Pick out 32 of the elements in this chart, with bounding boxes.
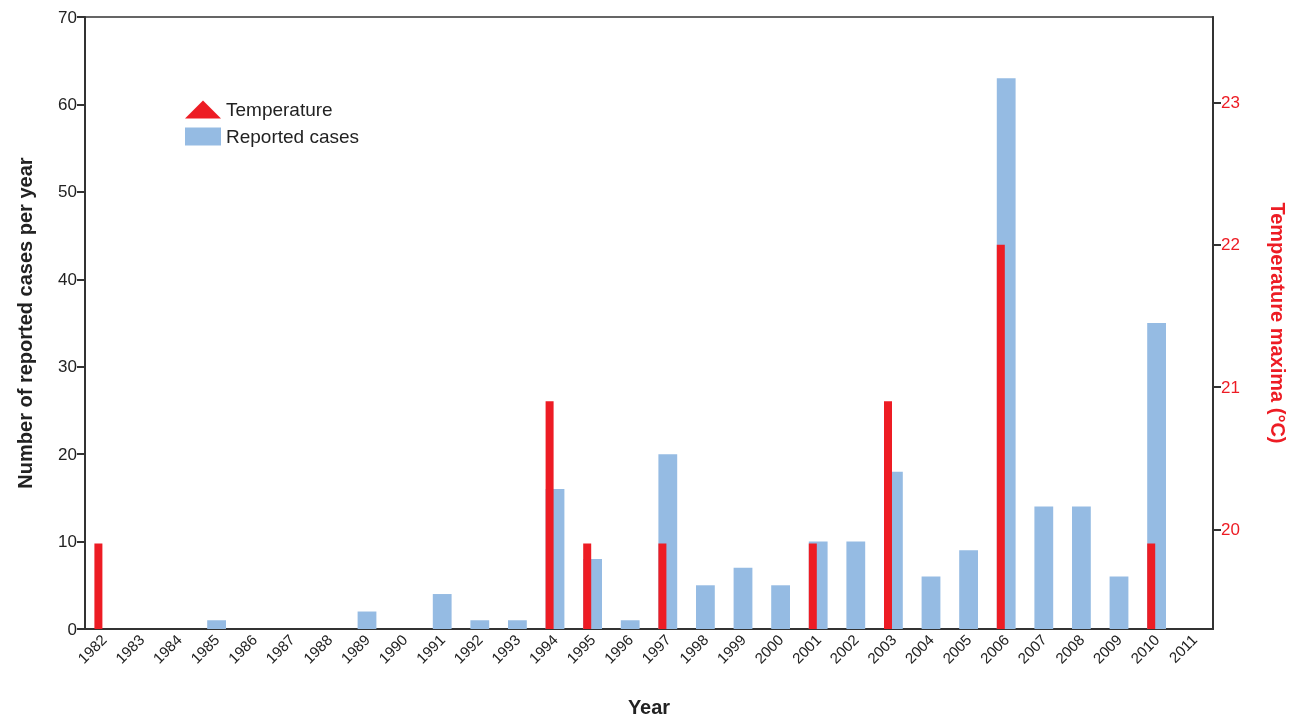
y2-tick-label: 23 <box>1221 92 1240 112</box>
y-axis-title: Number of reported cases per year <box>14 157 36 489</box>
bar <box>771 585 790 629</box>
y2-tick-label: 20 <box>1221 519 1240 539</box>
y-tick-label: 70 <box>58 7 77 27</box>
bar <box>1034 506 1054 629</box>
bar <box>959 550 978 629</box>
legend-label: Temperature <box>226 99 333 120</box>
bar <box>432 594 452 629</box>
bar <box>696 585 715 629</box>
bar <box>357 611 377 629</box>
bar <box>1109 576 1129 629</box>
y-tick-label: 50 <box>58 182 77 202</box>
bar <box>508 620 527 629</box>
bar <box>470 620 490 629</box>
bar <box>207 620 226 629</box>
y-tick-label: 30 <box>58 357 77 377</box>
y-tick-label: 40 <box>58 269 77 289</box>
y-tick-label: 60 <box>58 94 77 114</box>
bar <box>1072 506 1091 629</box>
y2-tick-label: 22 <box>1221 235 1240 255</box>
legend-label: Reported cases <box>226 126 360 147</box>
y-tick-label: 10 <box>58 532 77 552</box>
x-axis-title: Year <box>627 696 671 718</box>
y-tick-label: 20 <box>58 444 77 464</box>
y2-tick-label: 21 <box>1221 377 1240 397</box>
bar <box>921 576 941 629</box>
y2-axis-title: Temperature maxima (°C) <box>1267 202 1289 444</box>
bar <box>846 541 866 629</box>
y-tick-label: 0 <box>67 619 77 639</box>
bar <box>620 620 640 629</box>
bar <box>733 567 753 629</box>
